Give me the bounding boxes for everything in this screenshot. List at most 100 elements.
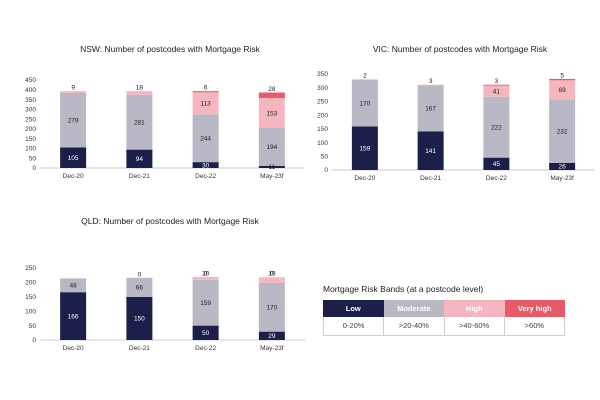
vic-data-label: 26	[559, 164, 567, 171]
vic-data-label: 222	[491, 125, 502, 132]
vic-y-tick: 350	[317, 71, 328, 78]
qld-y-tick: 150	[25, 294, 36, 301]
qld-chart: QLD: Number of postcodes with Mortgage R…	[20, 212, 310, 362]
nsw-bar-low	[258, 165, 285, 168]
vic-bar-high	[417, 84, 444, 86]
nsw-data-label: 279	[68, 117, 79, 124]
nsw-data-label: 9	[71, 85, 75, 92]
qld-y-tick: 100	[25, 308, 36, 315]
vic-data-label: 3	[495, 78, 499, 85]
nsw-x-tick: Dec-21	[129, 173, 150, 180]
nsw-bar-high	[192, 92, 219, 115]
nsw-bar-moderate	[258, 127, 285, 166]
legend-range-high: >40-60%	[445, 317, 505, 335]
nsw-y-tick: 100	[25, 146, 36, 153]
vic-bar-moderate	[483, 96, 510, 158]
legend-range-moderate: >20-40%	[384, 317, 445, 335]
nsw-bar-high	[60, 91, 87, 93]
vic-bar-very_high	[549, 78, 576, 81]
qld-x-tick: May-23f	[260, 345, 284, 352]
risk-bands-legend: Mortgage Risk Bands (at a postcode level…	[323, 284, 565, 336]
qld-y-tick: 200	[25, 280, 36, 287]
vic-x-tick: May-23f	[550, 175, 574, 182]
vic-data-label: 170	[359, 100, 370, 107]
qld-bar-moderate	[258, 282, 285, 332]
nsw-y-tick: 150	[25, 136, 36, 143]
vic-data-label: 2	[363, 73, 367, 80]
vic-chart: VIC: Number of postcodes with Mortgage R…	[310, 40, 600, 185]
qld-data-label: 166	[68, 313, 79, 320]
vic-bar-low	[417, 131, 444, 170]
vic-y-tick: 0	[324, 167, 328, 174]
nsw-bar-low	[126, 149, 153, 168]
qld-bar-high	[192, 276, 219, 280]
nsw-data-label: 94	[136, 156, 144, 163]
nsw-data-label: 105	[68, 155, 79, 162]
vic-bar-very_high	[483, 84, 510, 86]
qld-bar-low	[192, 325, 219, 340]
nsw-bar-very_high	[192, 91, 219, 93]
nsw-bar-moderate	[192, 114, 219, 163]
nsw-bar-high	[258, 97, 285, 128]
legend-band-high: High	[444, 300, 505, 317]
nsw-chart-title: NSW: Number of postcodes with Mortgage R…	[80, 44, 261, 54]
qld-data-label: 0	[138, 271, 142, 278]
vic-data-label: 41	[493, 88, 501, 95]
qld-data-label: 0	[270, 271, 274, 278]
vic-data-label: 5	[560, 72, 564, 79]
legend-band-low: Low	[323, 300, 384, 317]
qld-bar-low	[126, 296, 153, 340]
vic-y-tick: 200	[317, 112, 328, 119]
nsw-y-tick: 200	[25, 126, 36, 133]
vic-bar-moderate	[351, 79, 378, 127]
legend-band-moderate: Moderate	[383, 300, 444, 317]
nsw-y-tick: 250	[25, 116, 36, 123]
nsw-y-tick: 50	[29, 155, 37, 162]
legend-range-low: 0-20%	[324, 317, 385, 335]
legend-header-row: Low Moderate High Very high	[323, 300, 565, 317]
nsw-data-label: 11	[269, 164, 276, 171]
nsw-data-label: 281	[134, 119, 145, 126]
nsw-y-tick: 400	[25, 87, 36, 94]
qld-chart-svg: QLD: Number of postcodes with Mortgage R…	[25, 216, 305, 352]
qld-data-label: 50	[202, 330, 210, 337]
qld-y-tick: 50	[29, 323, 37, 330]
legend-title: Mortgage Risk Bands (at a postcode level…	[323, 284, 484, 294]
qld-bar-moderate	[126, 277, 153, 297]
nsw-bar-low	[192, 162, 219, 168]
nsw-x-tick: Dec-22	[195, 173, 216, 180]
nsw-data-label: 153	[266, 110, 277, 117]
nsw-y-tick: 450	[25, 77, 36, 84]
vic-data-label: 69	[559, 87, 567, 94]
vic-y-tick: 300	[317, 85, 328, 92]
legend-range-very_high: >60%	[524, 321, 545, 330]
nsw-data-label: 28	[268, 86, 276, 93]
qld-bar-low	[258, 331, 285, 340]
qld-data-label: 170	[266, 304, 277, 311]
nsw-bar-moderate	[60, 92, 87, 148]
nsw-y-tick: 0	[32, 165, 36, 172]
nsw-chart: NSW: Number of postcodes with Mortgage R…	[20, 40, 310, 180]
vic-y-tick: 250	[317, 99, 328, 106]
qld-x-tick: Dec-22	[195, 345, 216, 352]
nsw-data-label: 194	[266, 144, 277, 151]
nsw-data-label: 113	[200, 101, 211, 108]
qld-bar-high	[258, 277, 285, 283]
qld-data-label: 48	[70, 283, 78, 290]
vic-data-label: 45	[493, 161, 501, 168]
nsw-data-label: 244	[200, 136, 211, 143]
qld-data-label: 66	[136, 285, 144, 292]
nsw-chart-svg: NSW: Number of postcodes with Mortgage R…	[25, 44, 305, 180]
vic-x-tick: Dec-20	[354, 175, 375, 182]
qld-bar-moderate	[192, 279, 219, 326]
vic-bar-moderate	[549, 99, 576, 163]
nsw-data-label: 30	[202, 162, 210, 169]
nsw-data-label: 6	[204, 85, 208, 92]
vic-data-label: 232	[557, 128, 568, 135]
qld-y-tick: 0	[32, 337, 36, 344]
qld-bar-moderate	[60, 278, 87, 293]
nsw-bar-very_high	[258, 92, 285, 98]
vic-data-label: 167	[425, 106, 436, 113]
qld-data-label: 10	[202, 270, 210, 277]
nsw-bar-high	[126, 91, 153, 95]
